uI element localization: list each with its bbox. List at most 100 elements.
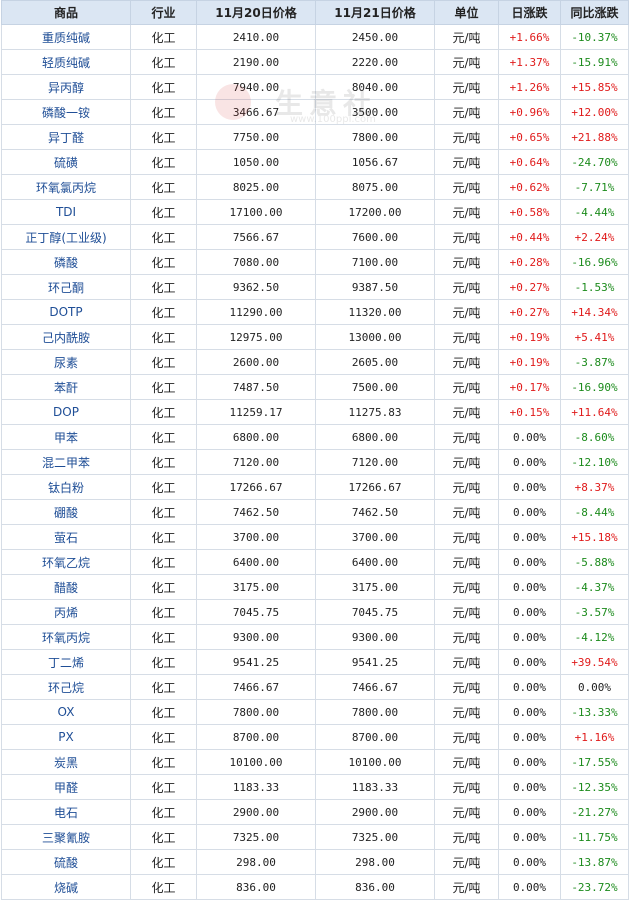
commodity-cell[interactable]: TDI — [1, 199, 131, 225]
table-row: 苯酐 化工 7487.50 7500.00 元/吨 +0.17% -16.90% — [1, 374, 629, 400]
commodity-cell[interactable]: 环氧乙烷 — [1, 549, 131, 575]
commodity-cell[interactable]: 己内酰胺 — [1, 324, 131, 350]
commodity-cell[interactable]: 异丁醛 — [1, 124, 131, 150]
commodity-cell[interactable]: 磷酸 — [1, 249, 131, 275]
commodity-cell[interactable]: 苯酐 — [1, 374, 131, 400]
commodity-cell[interactable]: 甲苯 — [1, 424, 131, 450]
commodity-cell[interactable]: DOP — [1, 399, 131, 425]
yoy-change-cell: +21.88% — [560, 124, 629, 150]
daily-change-cell: 0.00% — [498, 524, 561, 550]
price-nov21-cell: 2450.00 — [315, 24, 435, 50]
price-nov20-cell: 2410.00 — [196, 24, 316, 50]
commodity-cell[interactable]: 钛白粉 — [1, 474, 131, 500]
table-row: 钛白粉 化工 17266.67 17266.67 元/吨 0.00% +8.37% — [1, 474, 629, 500]
header-commodity[interactable]: 商品 — [1, 0, 131, 25]
price-nov21-cell: 7500.00 — [315, 374, 435, 400]
commodity-cell[interactable]: 硫酸 — [1, 849, 131, 875]
table-row: 环氧乙烷 化工 6400.00 6400.00 元/吨 0.00% -5.88% — [1, 549, 629, 575]
industry-cell: 化工 — [130, 399, 197, 425]
commodity-cell[interactable]: 硼酸 — [1, 499, 131, 525]
yoy-change-cell: -12.35% — [560, 774, 629, 800]
commodity-cell[interactable]: 重质纯碱 — [1, 24, 131, 50]
daily-change-cell: +0.19% — [498, 349, 561, 375]
price-nov20-cell: 8700.00 — [196, 724, 316, 750]
yoy-change-cell: -16.90% — [560, 374, 629, 400]
industry-cell: 化工 — [130, 99, 197, 125]
industry-cell: 化工 — [130, 799, 197, 825]
table-row: 硫磺 化工 1050.00 1056.67 元/吨 +0.64% -24.70% — [1, 149, 629, 175]
commodity-cell[interactable]: 轻质纯碱 — [1, 49, 131, 75]
header-industry[interactable]: 行业 — [130, 0, 197, 25]
commodity-cell[interactable]: 磷酸一铵 — [1, 99, 131, 125]
yoy-change-cell: -4.44% — [560, 199, 629, 225]
price-nov20-cell: 7750.00 — [196, 124, 316, 150]
commodity-cell[interactable]: 尿素 — [1, 349, 131, 375]
commodity-cell[interactable]: 环己烷 — [1, 674, 131, 700]
commodity-cell[interactable]: 环氧丙烷 — [1, 624, 131, 650]
commodity-cell[interactable]: 萤石 — [1, 524, 131, 550]
unit-cell: 元/吨 — [434, 749, 499, 775]
unit-cell: 元/吨 — [434, 499, 499, 525]
commodity-cell[interactable]: 正丁醇(工业级) — [1, 224, 131, 250]
price-nov21-cell: 1183.33 — [315, 774, 435, 800]
header-daily-change[interactable]: 日涨跌 — [498, 0, 561, 25]
commodity-cell[interactable]: 炭黑 — [1, 749, 131, 775]
commodity-cell[interactable]: OX — [1, 699, 131, 725]
daily-change-cell: 0.00% — [498, 599, 561, 625]
table-row: DOP 化工 11259.17 11275.83 元/吨 +0.15% +11.64% — [1, 399, 629, 425]
price-nov21-cell: 7120.00 — [315, 449, 435, 475]
industry-cell: 化工 — [130, 249, 197, 275]
header-unit[interactable]: 单位 — [434, 0, 499, 25]
price-nov21-cell: 17266.67 — [315, 474, 435, 500]
price-nov21-cell: 11320.00 — [315, 299, 435, 325]
price-nov20-cell: 11259.17 — [196, 399, 316, 425]
daily-change-cell: +0.19% — [498, 324, 561, 350]
daily-change-cell: 0.00% — [498, 499, 561, 525]
industry-cell: 化工 — [130, 449, 197, 475]
commodity-cell[interactable]: PX — [1, 724, 131, 750]
industry-cell: 化工 — [130, 149, 197, 175]
price-nov20-cell: 7940.00 — [196, 74, 316, 100]
yoy-change-cell: +15.18% — [560, 524, 629, 550]
industry-cell: 化工 — [130, 599, 197, 625]
commodity-cell[interactable]: 甲醛 — [1, 774, 131, 800]
commodity-cell[interactable]: 醋酸 — [1, 574, 131, 600]
commodity-cell[interactable]: 硫磺 — [1, 149, 131, 175]
unit-cell: 元/吨 — [434, 74, 499, 100]
commodity-cell[interactable]: 环氧氯丙烷 — [1, 174, 131, 200]
daily-change-cell: 0.00% — [498, 674, 561, 700]
table-row: 磷酸一铵 化工 3466.67 3500.00 元/吨 +0.96% +12.00% — [1, 99, 629, 125]
daily-change-cell: 0.00% — [498, 799, 561, 825]
daily-change-cell: +0.62% — [498, 174, 561, 200]
daily-change-cell: 0.00% — [498, 874, 561, 900]
unit-cell: 元/吨 — [434, 824, 499, 850]
commodity-cell[interactable]: 异丙醇 — [1, 74, 131, 100]
yoy-change-cell: -23.72% — [560, 874, 629, 900]
price-nov21-cell: 17200.00 — [315, 199, 435, 225]
table-row: 环氧氯丙烷 化工 8025.00 8075.00 元/吨 +0.62% -7.71% — [1, 174, 629, 200]
daily-change-cell: +0.64% — [498, 149, 561, 175]
unit-cell: 元/吨 — [434, 424, 499, 450]
price-nov21-cell: 3500.00 — [315, 99, 435, 125]
table-row: 三聚氰胺 化工 7325.00 7325.00 元/吨 0.00% -11.75% — [1, 824, 629, 850]
industry-cell: 化工 — [130, 324, 197, 350]
unit-cell: 元/吨 — [434, 549, 499, 575]
daily-change-cell: 0.00% — [498, 449, 561, 475]
commodity-cell[interactable]: 三聚氰胺 — [1, 824, 131, 850]
header-price-nov21[interactable]: 11月21日价格 — [315, 0, 435, 25]
unit-cell: 元/吨 — [434, 799, 499, 825]
commodity-cell[interactable]: 电石 — [1, 799, 131, 825]
daily-change-cell: +0.27% — [498, 299, 561, 325]
price-nov21-cell: 1056.67 — [315, 149, 435, 175]
commodity-cell[interactable]: 烧碱 — [1, 874, 131, 900]
daily-change-cell: +0.96% — [498, 99, 561, 125]
commodity-cell[interactable]: 混二甲苯 — [1, 449, 131, 475]
commodity-cell[interactable]: 丙烯 — [1, 599, 131, 625]
header-yoy-change[interactable]: 同比涨跌 — [560, 0, 629, 25]
commodity-cell[interactable]: 环己酮 — [1, 274, 131, 300]
header-price-nov20[interactable]: 11月20日价格 — [196, 0, 316, 25]
commodity-cell[interactable]: 丁二烯 — [1, 649, 131, 675]
commodity-cell[interactable]: DOTP — [1, 299, 131, 325]
daily-change-cell: 0.00% — [498, 849, 561, 875]
